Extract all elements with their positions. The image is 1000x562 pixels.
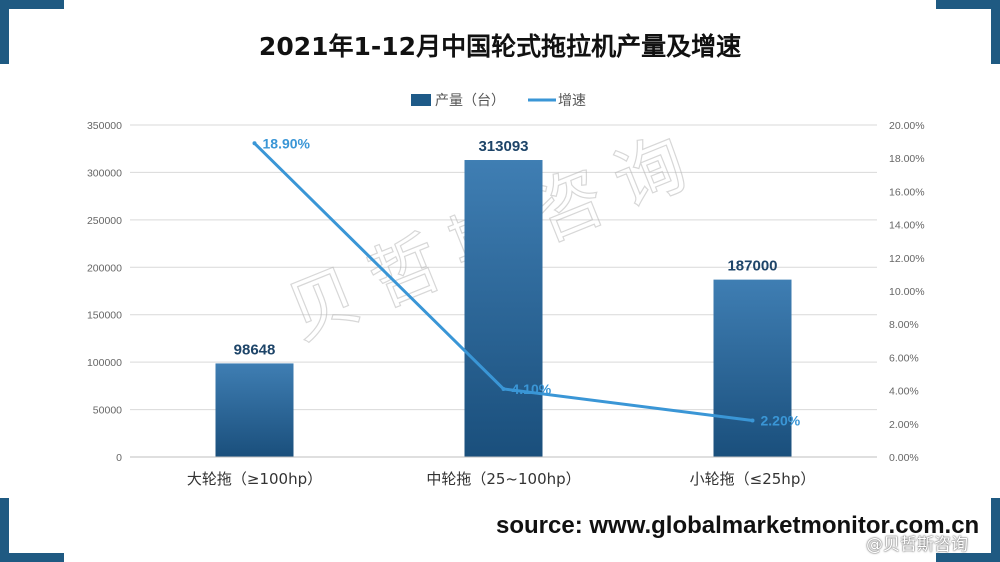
line-data-label: 18.90% <box>263 135 311 151</box>
line-point <box>252 141 257 146</box>
x-axis: 大轮拖（≥100hp） 中轮拖（25~100hp） 小轮拖（≤25hp） <box>130 456 877 488</box>
line-data-label: 4.10% <box>512 381 552 397</box>
y-right-tick-label: 4.00% <box>889 386 919 398</box>
y-right-tick-label: 2.00% <box>889 419 919 431</box>
legend-bar-swatch <box>411 94 431 106</box>
line-point <box>750 418 755 423</box>
y-left-tick-label: 350000 <box>87 120 122 132</box>
line-series: 18.90% 4.10% 2.20% <box>252 135 801 428</box>
y-right-tick-label: 20.00% <box>889 120 925 132</box>
y-right-tick-label: 16.00% <box>889 186 925 198</box>
y-left-tick-label: 150000 <box>87 310 122 322</box>
y-right-tick-label: 18.00% <box>889 153 925 165</box>
legend: 产量（台） 增速 <box>411 93 586 109</box>
y-right-tick-label: 8.00% <box>889 319 919 331</box>
corner-decoration-top-left <box>0 0 64 64</box>
line-point <box>501 386 506 391</box>
y-axis-left: 0 50000 100000 150000 200000 250000 300000 3500… <box>87 120 122 464</box>
bar <box>215 363 294 457</box>
x-tick-label: 大轮拖（≥100hp） <box>187 470 322 488</box>
y-left-tick-label: 0 <box>116 452 122 464</box>
y-right-tick-label: 0.00% <box>889 452 919 464</box>
legend-bar-label: 产量（台） <box>435 93 505 109</box>
y-right-tick-label: 12.00% <box>889 253 925 265</box>
corner-decoration-bottom-left <box>0 498 64 562</box>
legend-line-label: 增速 <box>558 93 586 109</box>
x-tick-label: 中轮拖（25~100hp） <box>426 470 580 488</box>
source-text: source: www.globalmarketmonitor.com.cn <box>496 512 980 539</box>
chart-title: 2021年1-12月中国轮式拖拉机产量及增速 <box>259 32 741 61</box>
bar-data-label: 98648 <box>234 341 276 358</box>
corner-decoration-top-right <box>936 0 1000 64</box>
line-data-label: 2.20% <box>761 412 801 428</box>
y-right-tick-label: 10.00% <box>889 286 925 298</box>
bar-data-label: 313093 <box>478 138 528 155</box>
y-right-tick-label: 6.00% <box>889 352 919 364</box>
bar-series: 98648 313093 187000 <box>215 138 792 458</box>
bar <box>713 279 792 457</box>
footer-watermark: @贝哲斯咨询 <box>866 535 968 555</box>
bar-data-label: 187000 <box>727 258 777 275</box>
bar <box>464 160 543 458</box>
y-left-tick-label: 100000 <box>87 357 122 369</box>
y-left-tick-label: 250000 <box>87 215 122 227</box>
y-right-tick-label: 14.00% <box>889 220 925 232</box>
corner-decoration-bottom-right <box>936 498 1000 562</box>
y-left-tick-label: 300000 <box>87 167 122 179</box>
y-left-tick-label: 200000 <box>87 262 122 274</box>
y-left-tick-label: 50000 <box>93 405 122 417</box>
y-axis-right: 0.00% 2.00% 4.00% 6.00% 8.00% 10.00% 12.00% 14.… <box>889 120 925 464</box>
x-tick-label: 小轮拖（≤25hp） <box>690 470 816 488</box>
